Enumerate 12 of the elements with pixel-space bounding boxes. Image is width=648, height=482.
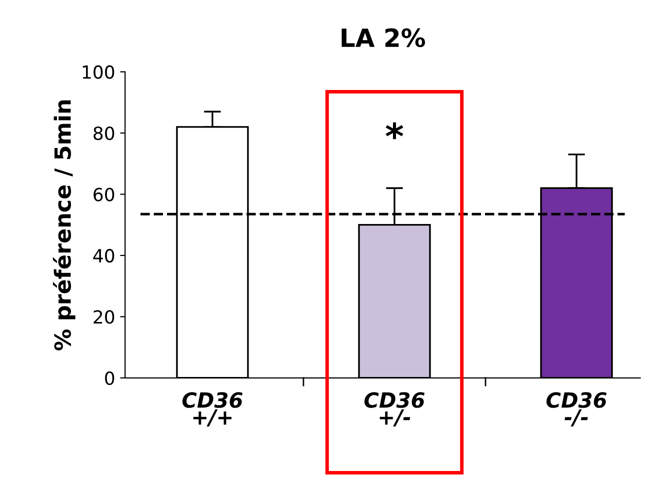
- annotation: *: [386, 122, 404, 140]
- y-axis-title: % préférence / 5min: [52, 100, 76, 350]
- chart-title: LA 2%: [342, 28, 426, 48]
- x-tick-label: CD36 +/+: [182, 392, 242, 427]
- x-tick-label: CD36 -/-: [546, 392, 607, 427]
- y-tick-label: 60: [94, 188, 114, 202]
- y-tick-label: 40: [93, 248, 114, 263]
- y-tick-label: 0: [105, 371, 114, 386]
- y-tick-label: 20: [94, 310, 114, 324]
- y-tick-label: 80: [94, 126, 114, 140]
- x-tick-label: CD36 +/-: [364, 392, 425, 427]
- y-tick-label: 100: [82, 65, 114, 79]
